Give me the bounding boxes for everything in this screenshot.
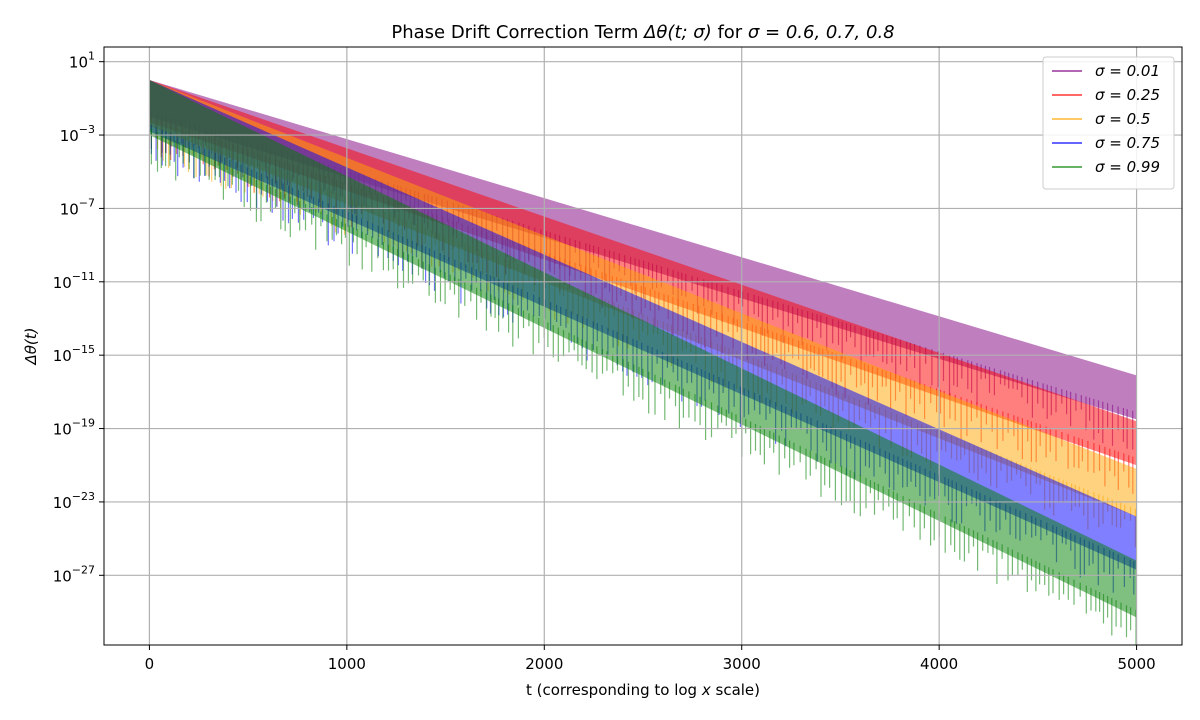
grid-lines bbox=[104, 47, 1182, 645]
legend-label-4: σ = 0.99 bbox=[1095, 158, 1160, 176]
y-tick-label-7: 10−27 bbox=[53, 563, 95, 585]
y-tick-label-1: 10−3 bbox=[60, 123, 95, 145]
series-bands bbox=[149, 80, 1137, 645]
legend-label-3: σ = 0.75 bbox=[1095, 134, 1160, 152]
y-tick-label-4: 10−15 bbox=[53, 343, 95, 365]
legend-label-1: σ = 0.25 bbox=[1095, 86, 1160, 104]
x-tick-label-5: 5000 bbox=[1117, 655, 1155, 673]
legend-label-2: σ = 0.5 bbox=[1095, 110, 1150, 128]
series-fill-4 bbox=[149, 80, 1137, 618]
x-tick-label-2: 2000 bbox=[525, 655, 563, 673]
x-tick-label-4: 4000 bbox=[920, 655, 958, 673]
series-fill-1 bbox=[149, 80, 1137, 466]
legend: σ = 0.01 σ = 0.25 σ = 0.5 σ = 0.75 σ = 0.99 bbox=[1042, 56, 1175, 190]
series-fill-0 bbox=[149, 80, 1137, 420]
chart-title: Phase Drift Correction Term Δθ(t; σ) for… bbox=[391, 22, 894, 43]
legend-label-0: σ = 0.01 bbox=[1095, 62, 1160, 80]
x-axis-label: t (corresponding to log x scale) bbox=[526, 681, 760, 699]
x-axis-ticks: 0 1000 2000 3000 4000 5000 bbox=[145, 645, 1156, 673]
x-tick-label-1: 1000 bbox=[328, 655, 366, 673]
y-axis-label: Δθ(t) bbox=[22, 327, 40, 365]
plot-frame bbox=[103, 46, 1183, 646]
y-tick-label-0: 101 bbox=[69, 50, 95, 72]
y-tick-label-6: 10−23 bbox=[53, 490, 95, 512]
x-tick-label-3: 3000 bbox=[723, 655, 761, 673]
y-tick-label-3: 10−11 bbox=[53, 270, 95, 292]
y-axis-ticks: 101 10−3 10−7 10−11 10−15 10−19 10−23 10−27 bbox=[53, 50, 104, 585]
legend-box bbox=[1042, 56, 1175, 190]
y-tick-label-2: 10−7 bbox=[60, 196, 95, 218]
y-tick-label-5: 10−19 bbox=[53, 417, 95, 439]
x-tick-label-0: 0 bbox=[145, 655, 155, 673]
